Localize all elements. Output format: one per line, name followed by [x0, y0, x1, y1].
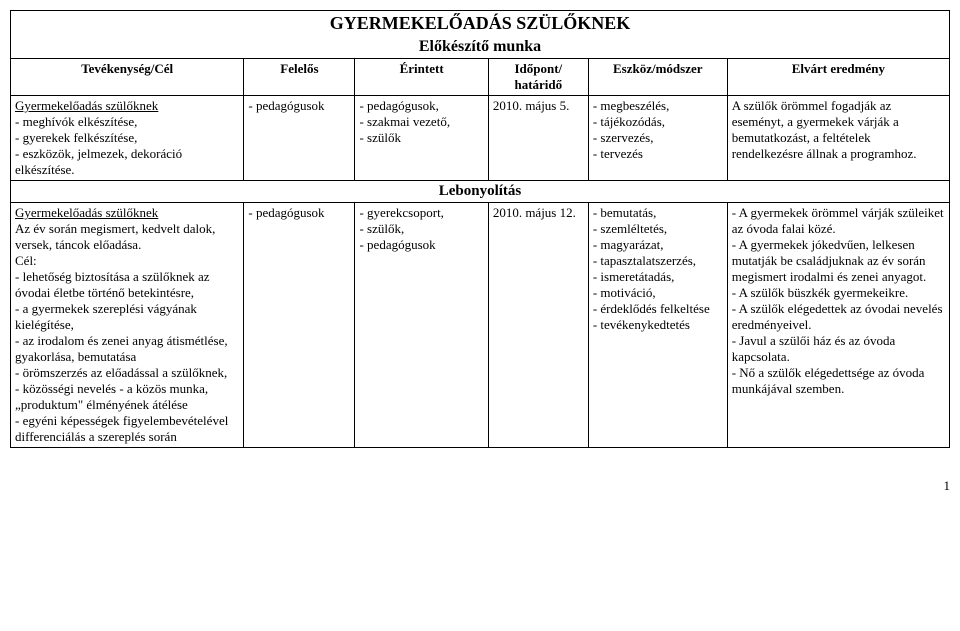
plan-table: GYERMEKELŐADÁS SZÜLŐKNEK Előkészítő munk…: [10, 10, 950, 448]
cell-tool: - bemutatás, - szemléltetés, - magyaráza…: [588, 203, 727, 448]
col-time-header: Időpont/ határidő: [488, 59, 588, 96]
cell-time: 2010. május 5.: [488, 96, 588, 181]
doc-title: GYERMEKELŐADÁS SZÜLŐKNEK: [11, 11, 950, 37]
col-tool-header: Eszköz/módszer: [588, 59, 727, 96]
col-affected-header: Érintett: [355, 59, 488, 96]
activity-heading: Gyermekelőadás szülőknek: [15, 98, 158, 113]
activity-body: Az év során megismert, kedvelt dalok, ve…: [15, 221, 232, 444]
cell-affected: - pedagógusok, - szakmai vezető, - szülő…: [355, 96, 488, 181]
cell-affected: - gyerekcsoport, - szülők, - pedagógusok: [355, 203, 488, 448]
activity-heading: Gyermekelőadás szülőknek: [15, 205, 158, 220]
cell-result: - A gyermekek örömmel várják szüleiket a…: [727, 203, 949, 448]
cell-responsible: - pedagógusok: [244, 203, 355, 448]
section-execute: Lebonyolítás: [11, 181, 950, 203]
cell-tool: - megbeszélés, - tájékozódás, - szervezé…: [588, 96, 727, 181]
activity-body: - meghívók elkészítése, - gyerekek felké…: [15, 114, 185, 177]
cell-activity: Gyermekelőadás szülőknek Az év során meg…: [11, 203, 244, 448]
section-prep: Előkészítő munka: [11, 36, 950, 59]
table-row: Gyermekelőadás szülőknek - meghívók elké…: [11, 96, 950, 181]
col-result-header: Elvárt eredmény: [727, 59, 949, 96]
table-row: Gyermekelőadás szülőknek Az év során meg…: [11, 203, 950, 448]
page-number: 1: [10, 478, 950, 494]
col-responsible-header: Felelős: [244, 59, 355, 96]
cell-time: 2010. május 12.: [488, 203, 588, 448]
cell-result: A szülők örömmel fogadják az eseményt, a…: [727, 96, 949, 181]
col-activity-header: Tevékenység/Cél: [11, 59, 244, 96]
cell-activity: Gyermekelőadás szülőknek - meghívók elké…: [11, 96, 244, 181]
cell-responsible: - pedagógusok: [244, 96, 355, 181]
